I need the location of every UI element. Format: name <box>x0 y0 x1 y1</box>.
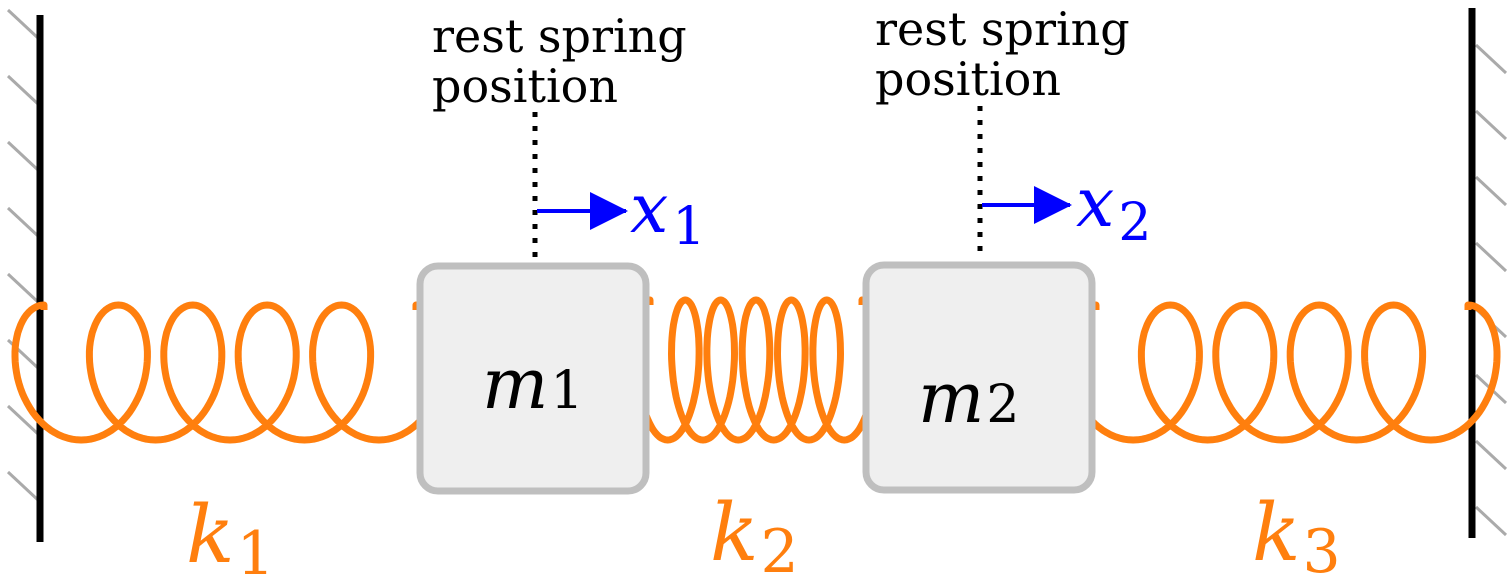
rest-label-1-line2: position <box>432 59 618 113</box>
hatch-line <box>1474 439 1508 471</box>
mass-block-2 <box>862 261 1096 494</box>
mass-label-1-symbol: m <box>482 343 548 425</box>
displacement-label-1-symbol: x <box>630 170 668 249</box>
displacement-label-1-subscript: 1 <box>672 197 705 257</box>
hatch-line <box>1474 241 1508 273</box>
right-wall-hatching <box>1474 43 1508 537</box>
rest-label-2-line1: rest spring <box>875 2 1130 56</box>
hatch-line <box>6 206 40 238</box>
rest-label-1-line1: rest spring <box>432 9 687 63</box>
hatch-line <box>1474 109 1508 141</box>
spring-label-k2: k2 <box>710 486 799 584</box>
rest-label-2-line2: position <box>875 52 1061 106</box>
hatch-line <box>1474 505 1508 537</box>
hatch-line <box>6 140 40 172</box>
mass-block-1 <box>416 262 650 495</box>
hatch-line <box>6 8 40 40</box>
left-wall-hatching <box>6 8 40 502</box>
spring-label-k1-subscript: 1 <box>236 519 274 584</box>
mass-label-1: m1 <box>482 343 583 425</box>
displacement-label-2-subscript: 2 <box>1118 193 1151 253</box>
displacement-label-2-symbol: x <box>1076 164 1114 243</box>
spring-k1 <box>11 301 449 444</box>
spring-label-k3-subscript: 3 <box>1302 517 1340 584</box>
rest-label-1: rest spring position <box>432 9 701 113</box>
mass-label-2: m2 <box>918 357 1019 439</box>
mass-label-1-subscript: 1 <box>550 361 583 421</box>
spring-label-k2-symbol: k <box>710 486 758 579</box>
spring-k2 <box>632 296 880 444</box>
mass-label-2-subscript: 2 <box>986 375 1019 435</box>
hatch-line <box>1474 175 1508 207</box>
rest-label-2: rest spring position <box>875 2 1144 106</box>
hatch-line <box>6 404 40 436</box>
displacement-arrowhead-2 <box>1034 186 1072 224</box>
mass-label-2-symbol: m <box>918 357 984 439</box>
displacement-label-2: x2 <box>1076 164 1151 253</box>
displacement-label-1: x1 <box>630 170 705 257</box>
hatch-line <box>6 272 40 304</box>
hatch-line <box>6 74 40 106</box>
hatch-line <box>1474 43 1508 75</box>
spring-label-k2-subscript: 2 <box>760 517 798 584</box>
spring-label-k3: k3 <box>1252 486 1341 584</box>
spring-label-k1-symbol: k <box>186 488 234 581</box>
spring-k3 <box>1063 301 1501 444</box>
spring-label-k3-symbol: k <box>1252 486 1300 579</box>
displacement-arrowhead-1 <box>590 192 628 230</box>
spring-label-k1: k1 <box>186 488 275 584</box>
hatch-line <box>6 470 40 502</box>
